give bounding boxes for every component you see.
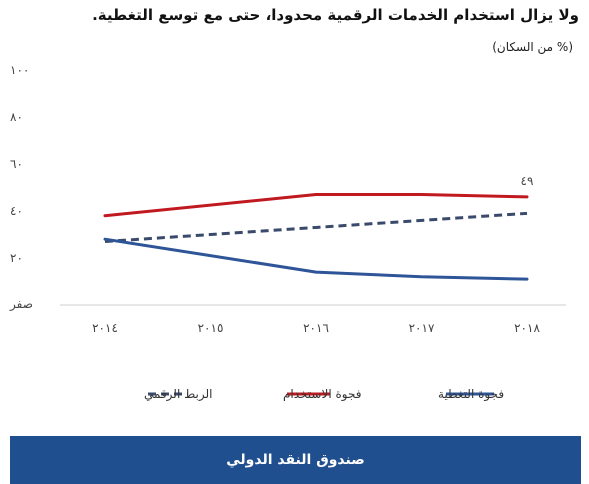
x-tick-label: ٢٠١٨ [514,321,540,335]
series-line [103,237,529,281]
data-labels: ٤٩ [521,174,534,188]
y-tick-label: صفر [9,297,33,312]
line-chart: صفر ٢٠ ٤٠ ٦٠ ٨٠ ١٠٠ ٢٠١٤ ٢٠١٥ ٢٠١٦ ٢٠١٧ ٢٠١٨ ٤٩ ف… [9,63,566,402]
y-tick-label: ١٠٠ [10,63,29,77]
legend-label: فجوة الاستخدام [283,387,361,402]
series-line [104,211,528,244]
data-label: ٤٩ [521,174,534,188]
x-tick-label: ٢٠١٦ [303,321,329,335]
y-tick-label: ٦٠ [10,157,23,171]
x-tick-label: ٢٠١٧ [409,321,435,335]
y-unit-label: (% من السكان) [492,40,573,54]
x-tick-label: ٢٠١٤ [92,321,118,335]
x-tick-label: ٢٠١٥ [198,321,224,335]
legend: فجوة التغطية فجوة الاستخدام الربط الرقمي [144,387,504,402]
y-tick-label: ٨٠ [10,110,23,124]
x-axis-ticks: ٢٠١٤ ٢٠١٥ ٢٠١٦ ٢٠١٧ ٢٠١٨ [92,321,540,335]
y-tick-label: ٢٠ [10,251,23,265]
footer-banner: صندوق النقد الدولي [10,436,581,484]
legend-label: فجوة التغطية [438,387,504,402]
series-lines [103,193,529,281]
chart-title: ولا يزال استخدام الخدمات الرقمية محدودا،… [92,6,579,24]
legend-label: الربط الرقمي [144,387,212,402]
series-line [103,193,529,218]
y-axis-ticks: صفر ٢٠ ٤٠ ٦٠ ٨٠ ١٠٠ [9,63,33,312]
y-tick-label: ٤٠ [10,204,23,218]
footer-source-text: صندوق النقد الدولي [226,452,365,468]
